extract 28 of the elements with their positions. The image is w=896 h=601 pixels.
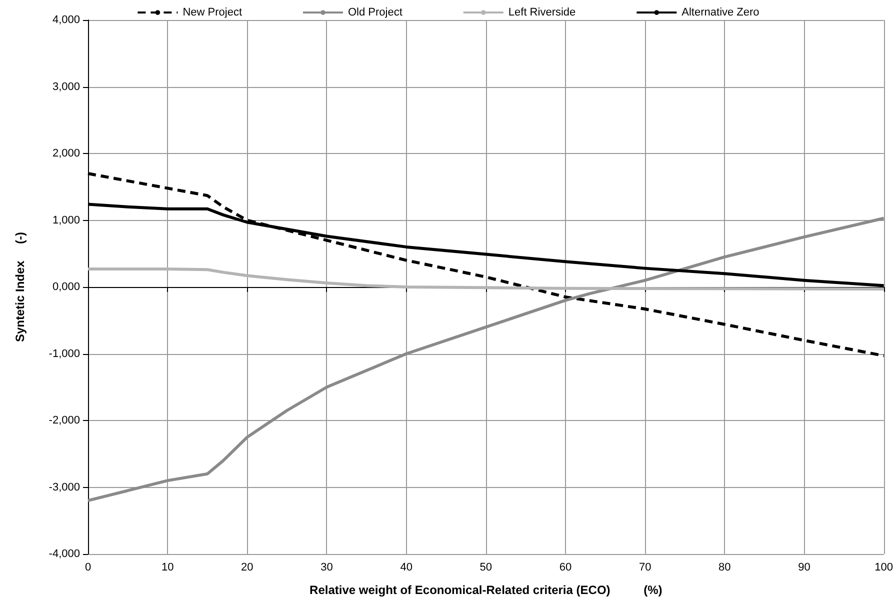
y-tick-label: 0,000 (52, 281, 80, 293)
x-tick-label: 100 (874, 562, 894, 574)
y-axis-title: Syntetic Index (-) (13, 232, 27, 342)
x-tick-label: 90 (798, 562, 810, 574)
line-series (86, 216, 886, 502)
y-tick-label: 2,000 (52, 148, 80, 160)
x-tick-label: 20 (241, 562, 254, 574)
y-tick-label: -4,000 (48, 548, 80, 560)
y-tick-label: 3,000 (52, 80, 80, 93)
x-tick-label: 60 (559, 562, 572, 574)
y-tick-label: 1,000 (52, 214, 80, 226)
x-tick-label: 40 (400, 562, 412, 574)
x-tick-label: 10 (161, 562, 174, 574)
y-tick-label: -3,000 (48, 481, 80, 494)
y-tick-label: 4,000 (52, 14, 80, 26)
x-tick-label: 80 (718, 562, 731, 574)
legend-label: Left Riverside (508, 6, 576, 18)
x-tick-label: 70 (638, 562, 652, 574)
line-series (86, 267, 886, 291)
y-tick-label: -1,000 (48, 348, 80, 360)
legend-label: New Project (182, 6, 242, 18)
x-tick-label: 50 (480, 562, 492, 574)
x-tick-label: 0 (84, 562, 92, 574)
x-tick-label: 30 (320, 562, 333, 574)
legend-label: Alternative Zero (682, 6, 760, 18)
legend-label: Old Project (348, 6, 402, 18)
x-axis-title: Relative weight of Economical-Related criteria (ECO) (%) (310, 583, 662, 597)
y-tick-label: -2,000 (48, 414, 80, 426)
